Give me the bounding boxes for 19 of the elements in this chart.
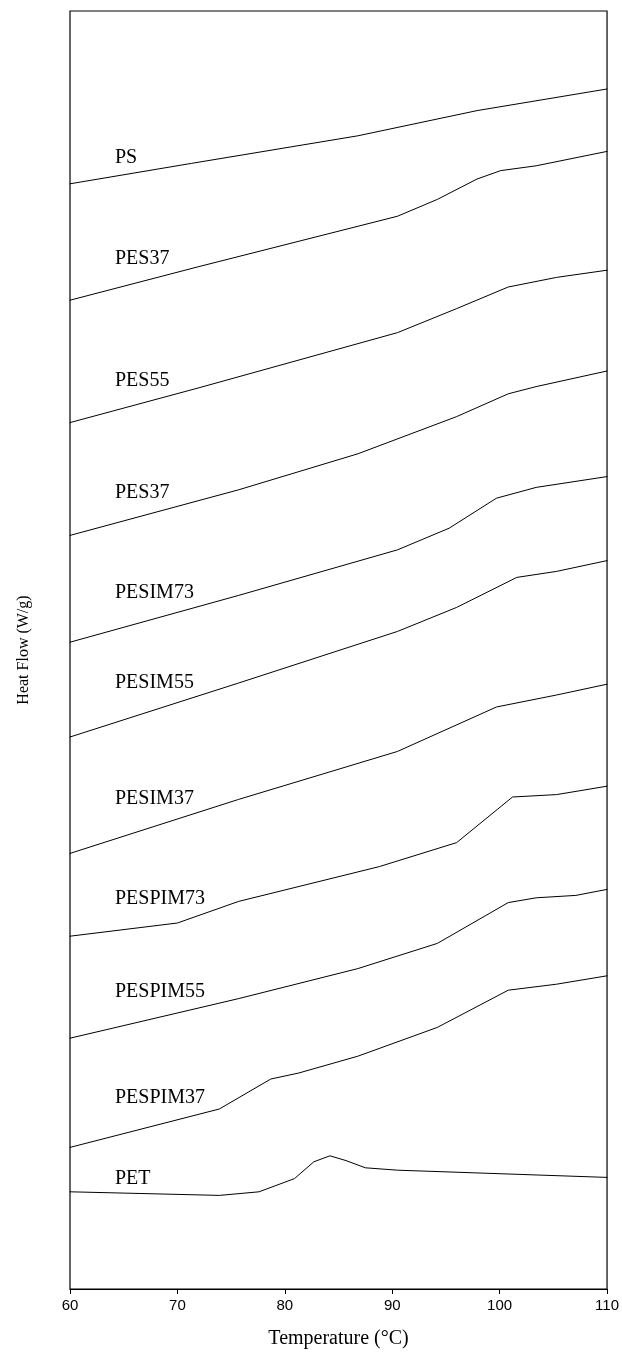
x-tick-label: 60: [61, 1296, 79, 1313]
series-label: PESPIM37: [115, 1085, 206, 1108]
series-label: PET: [115, 1165, 151, 1188]
series-label: PES55: [115, 367, 170, 390]
series-label: PESPIM55: [115, 978, 206, 1001]
series-label: PESPIM73: [115, 885, 206, 908]
x-tick-label: 90: [383, 1296, 401, 1313]
series-label: PESIM37: [115, 786, 194, 809]
series-label: PS: [115, 144, 138, 167]
x-tick-label: 80: [276, 1296, 294, 1313]
x-axis-title: Temperature (°C): [268, 1326, 409, 1349]
series-label: PES37: [115, 246, 170, 269]
y-axis-title: Heat Flow (W/g): [13, 595, 32, 705]
x-tick-label: 70: [169, 1296, 186, 1313]
series-label: PESIM55: [115, 669, 194, 692]
series-label: PESIM73: [115, 580, 194, 603]
x-tick-label: 110: [595, 1296, 619, 1313]
series-label: PES37: [115, 480, 170, 503]
x-tick-label: 100: [487, 1296, 513, 1313]
